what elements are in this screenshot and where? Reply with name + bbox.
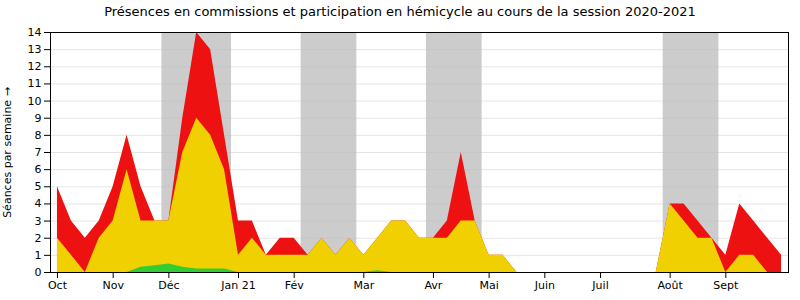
svg-text:Juil: Juil	[591, 279, 608, 292]
svg-text:Fév: Fév	[285, 279, 304, 292]
svg-text:Sept: Sept	[713, 279, 739, 292]
svg-text:13: 13	[28, 43, 42, 56]
svg-text:Nov: Nov	[102, 279, 124, 292]
svg-text:6: 6	[35, 163, 42, 176]
svg-text:14: 14	[28, 26, 42, 39]
svg-text:Mai: Mai	[479, 279, 498, 292]
svg-text:5: 5	[35, 180, 42, 193]
svg-text:Août: Août	[657, 279, 683, 292]
svg-text:8: 8	[35, 129, 42, 142]
svg-text:Séances par semaine →: Séances par semaine →	[1, 87, 14, 218]
svg-text:1: 1	[35, 249, 42, 262]
svg-text:4: 4	[35, 197, 42, 210]
svg-text:Oct: Oct	[48, 279, 68, 292]
html-text:Présences en commissions et pa: Présences en commissions et participatio…	[104, 4, 696, 19]
svg-text:0: 0	[35, 266, 42, 279]
svg-text:Juin: Juin	[534, 279, 555, 292]
svg-text:Jan 21: Jan 21	[220, 279, 255, 292]
svg-text:9: 9	[35, 112, 42, 125]
svg-text:Déc: Déc	[158, 279, 179, 292]
svg-text:12: 12	[28, 60, 42, 73]
svg-text:10: 10	[28, 95, 42, 108]
svg-text:7: 7	[35, 146, 42, 159]
svg-text:Mar: Mar	[353, 279, 374, 292]
svg-text:Avr: Avr	[424, 279, 442, 292]
svg-text:2: 2	[35, 232, 42, 245]
svg-text:3: 3	[35, 215, 42, 228]
svg-text:11: 11	[28, 77, 42, 90]
